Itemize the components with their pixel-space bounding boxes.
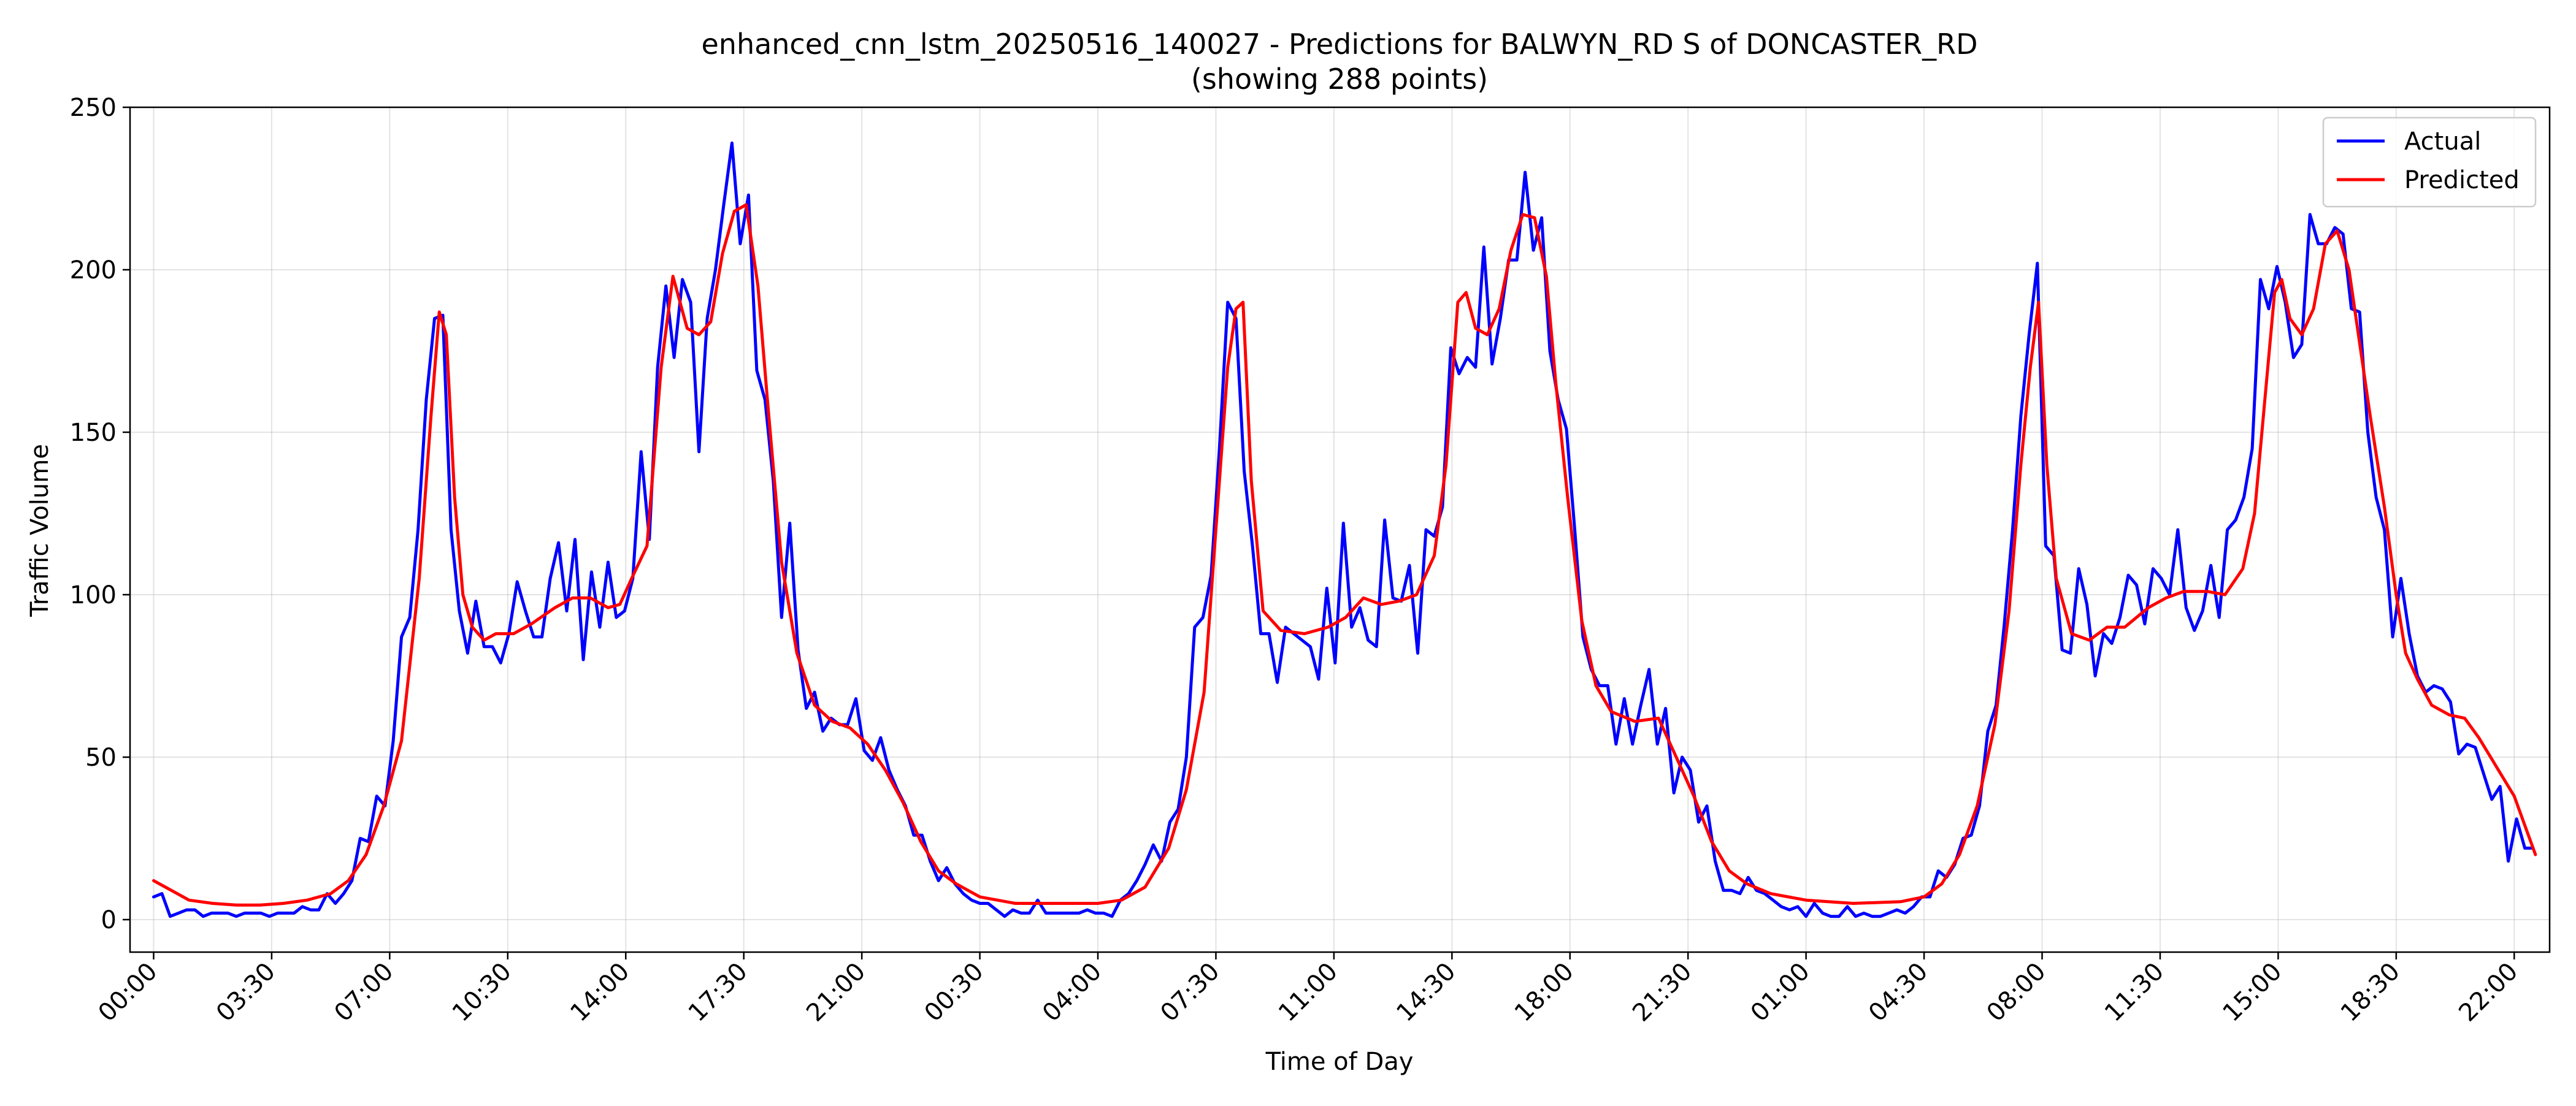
plot-frame xyxy=(129,106,2551,953)
y-tick-label: 150 xyxy=(70,419,117,447)
legend-label-predicted: Predicted xyxy=(2404,166,2520,194)
legend: Actual Predicted xyxy=(2322,116,2537,208)
chart-title: enhanced_cnn_lstm_20250516_140027 - Pred… xyxy=(701,28,1977,61)
chart-subtitle: (showing 288 points) xyxy=(1191,63,1488,96)
legend-label-actual: Actual xyxy=(2404,128,2481,156)
y-axis: 0 50 100 150 200 250 xyxy=(70,94,130,934)
y-tick-label: 250 xyxy=(70,94,117,122)
x-axis-label: Time of Day xyxy=(1265,1048,1414,1076)
y-tick-label: 100 xyxy=(70,581,117,609)
y-tick-label: 0 xyxy=(101,906,117,934)
y-tick-label: 50 xyxy=(85,744,117,772)
y-tick-label: 200 xyxy=(70,256,117,284)
series-line-actual xyxy=(152,141,2535,918)
y-axis-label: Traffic Volume xyxy=(26,444,54,617)
series-lines xyxy=(152,141,2537,918)
series-line-predicted xyxy=(152,203,2537,907)
